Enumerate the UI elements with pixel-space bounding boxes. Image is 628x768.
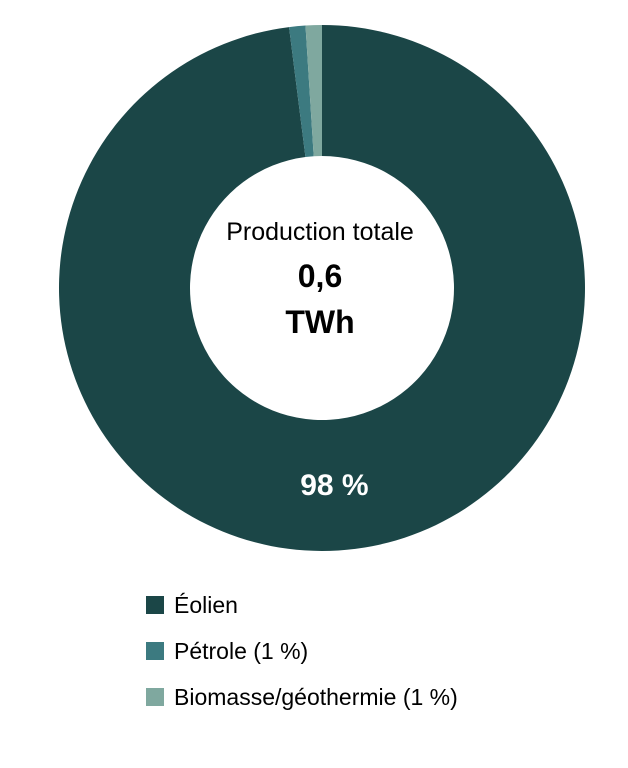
slice-petrole	[289, 25, 314, 158]
legend-swatch-biomasse	[146, 688, 164, 706]
slice-eolien	[58, 25, 585, 551]
slice-biomasse	[305, 25, 322, 157]
legend-swatch-eolien	[146, 596, 164, 614]
legend: Éolien Pétrole (1 %) Biomasse/géothermie…	[146, 592, 458, 730]
donut-chart: 98 %	[58, 25, 585, 551]
center-value: 0,6	[297, 258, 343, 294]
legend-item-petrole: Pétrole (1 %)	[146, 638, 458, 664]
legend-item-biomasse: Biomasse/géothermie (1 %)	[146, 684, 458, 710]
legend-label-eolien: Éolien	[174, 591, 238, 618]
legend-label-biomasse: Biomasse/géothermie (1 %)	[174, 683, 458, 710]
legend-swatch-petrole	[146, 642, 164, 660]
data-label-eolien: 98 %	[300, 469, 368, 502]
legend-item-eolien: Éolien	[146, 592, 458, 618]
center-title: Production totale	[226, 218, 414, 246]
center-unit: TWh	[285, 304, 355, 340]
legend-label-petrole: Pétrole (1 %)	[174, 637, 309, 664]
